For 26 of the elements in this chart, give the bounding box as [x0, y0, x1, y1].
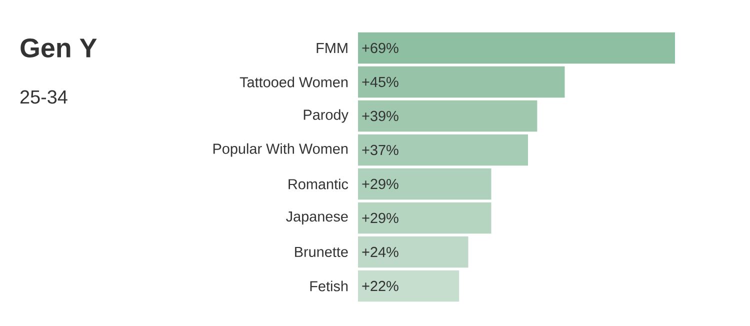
bar [358, 32, 676, 64]
data-label: +37% [362, 144, 398, 156]
y-tick-label: Tattooed Women [240, 76, 348, 88]
data-label: +24% [362, 246, 398, 258]
data-label: +45% [362, 76, 398, 88]
y-tick-label: FMM [316, 43, 348, 53]
bar [358, 236, 468, 268]
y-tick-label: Romantic [288, 178, 348, 190]
data-label: +29% [362, 212, 398, 224]
y-tick-label: Japanese [286, 212, 348, 224]
y-tick-label: Parody [304, 109, 348, 123]
bar [358, 270, 460, 302]
bar [358, 134, 528, 166]
text: 25-34 [20, 90, 68, 104]
bar [358, 168, 492, 200]
text: Gen Y [20, 38, 97, 58]
bar [358, 100, 538, 132]
data-label: +29% [362, 178, 398, 190]
bar [358, 202, 492, 234]
y-tick-label: Brunette [295, 246, 348, 258]
data-label: +69% [362, 42, 398, 54]
data-label: +39% [362, 110, 398, 122]
y-tick-label: Fetish [310, 280, 348, 292]
data-label: +22% [362, 280, 398, 292]
bar [358, 66, 565, 98]
y-tick-label: Popular With Women [213, 143, 348, 157]
